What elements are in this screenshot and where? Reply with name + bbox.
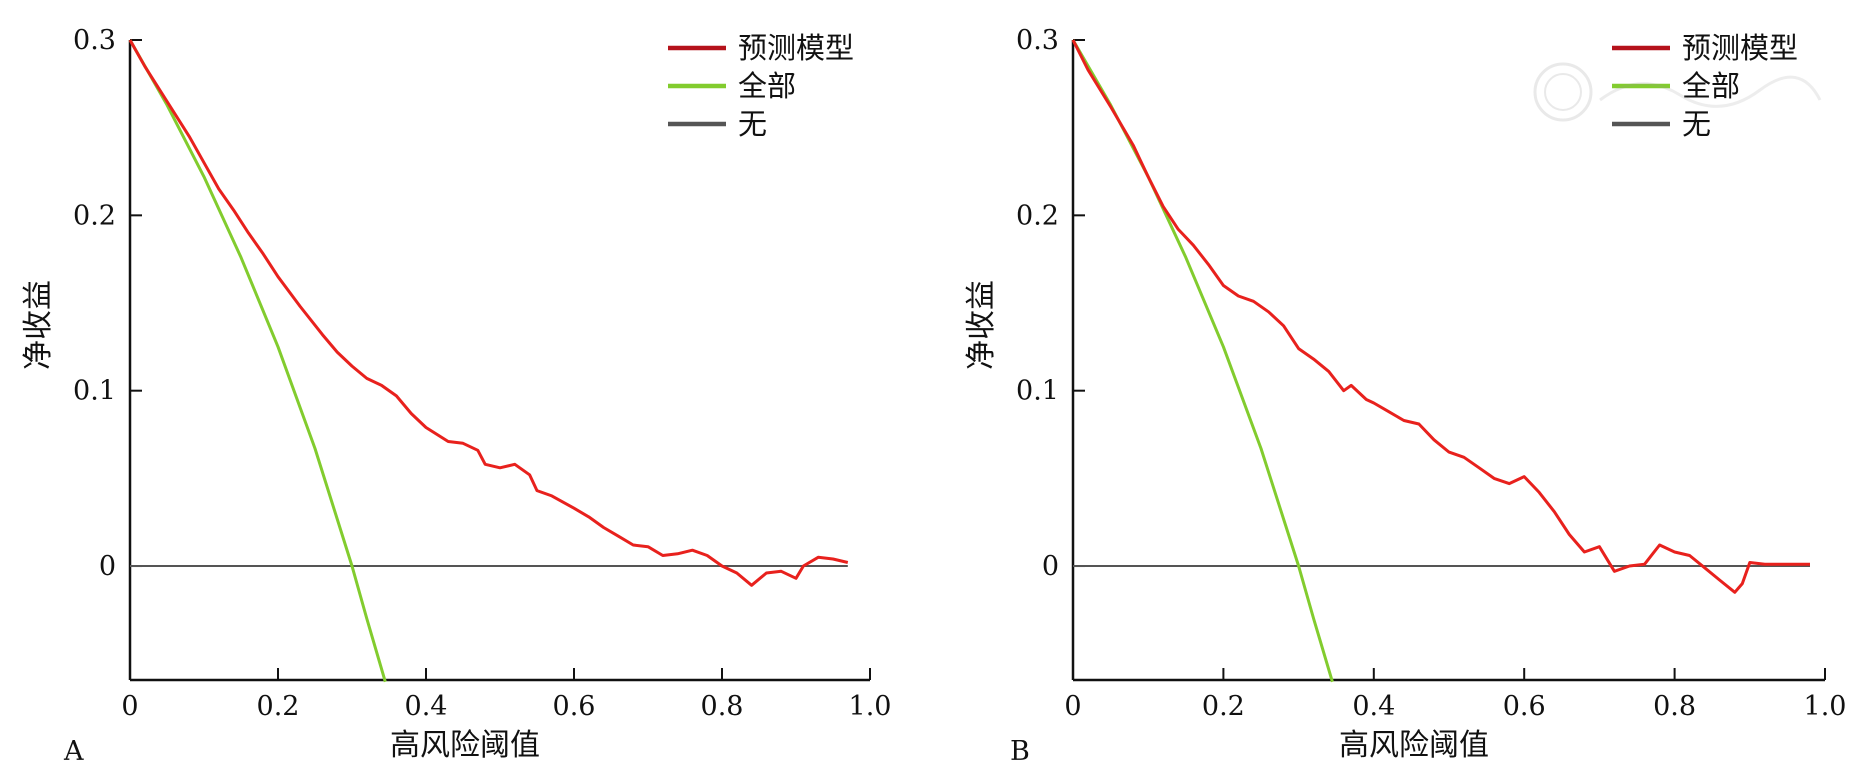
y-tick-label: 0: [1042, 551, 1059, 582]
x-tick-label: 1.0: [849, 691, 892, 722]
series-line-1: [128, 39, 387, 683]
y-tick-label: 0.3: [73, 25, 116, 56]
panel-label: A: [63, 736, 84, 767]
y-axis-title: 净收益: [964, 280, 999, 370]
y-tick-label: 0.3: [1016, 25, 1059, 56]
panel-a: 0 0.2 0.4 0.6 0.8 1.0 0 0.1 0.2 0.3 高风险阈值 净收益 A 预测模型全…: [21, 25, 891, 767]
x-axis-title: 高风险阈值: [1339, 728, 1489, 763]
x-tick-label: 0.2: [257, 691, 300, 722]
x-tick-label: 0.2: [1202, 691, 1245, 722]
x-tick-label: 0.8: [1653, 691, 1696, 722]
panel-b: 0 0.2 0.4 0.6 0.8 1.0 0 0.1 0.2 0.3 高风险阈值 净收益 B 预测模型全…: [964, 25, 1846, 767]
x-tick-label: 0.6: [553, 691, 596, 722]
x-tick-label: 0.6: [1503, 691, 1546, 722]
y-tick-label: 0: [99, 551, 116, 582]
series-line-0: [1071, 39, 1810, 594]
x-axis-title: 高风险阈值: [390, 728, 540, 763]
x-tick-label: 1.0: [1804, 691, 1847, 722]
legend-label: 预测模型: [1682, 31, 1798, 65]
y-tick-label: 0.2: [73, 200, 116, 231]
panel-label: B: [1010, 736, 1030, 767]
legend-label: 无: [738, 107, 767, 141]
legend-label: 预测模型: [738, 31, 854, 65]
legend-label: 全部: [1682, 69, 1740, 103]
legend-label: 全部: [738, 69, 796, 103]
x-tick-label: 0.4: [405, 691, 448, 722]
y-tick-label: 0.1: [1016, 376, 1059, 407]
watermark-seal-icon: [1533, 62, 1822, 122]
x-tick-label: 0: [1064, 691, 1081, 722]
y-tick-label: 0.1: [73, 376, 116, 407]
x-tick-label: 0: [121, 691, 138, 722]
y-tick-label: 0.2: [1016, 200, 1059, 231]
series-line-1: [1071, 39, 1334, 683]
x-tick-label: 0.4: [1352, 691, 1395, 722]
x-tick-label: 0.8: [701, 691, 744, 722]
legend-label: 无: [1682, 107, 1711, 141]
series-line-0: [128, 39, 849, 587]
y-axis-title: 净收益: [21, 280, 56, 370]
